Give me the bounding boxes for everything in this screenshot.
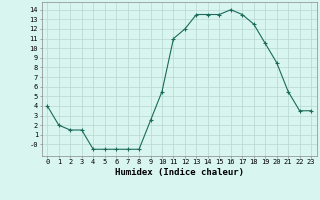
X-axis label: Humidex (Indice chaleur): Humidex (Indice chaleur): [115, 168, 244, 177]
